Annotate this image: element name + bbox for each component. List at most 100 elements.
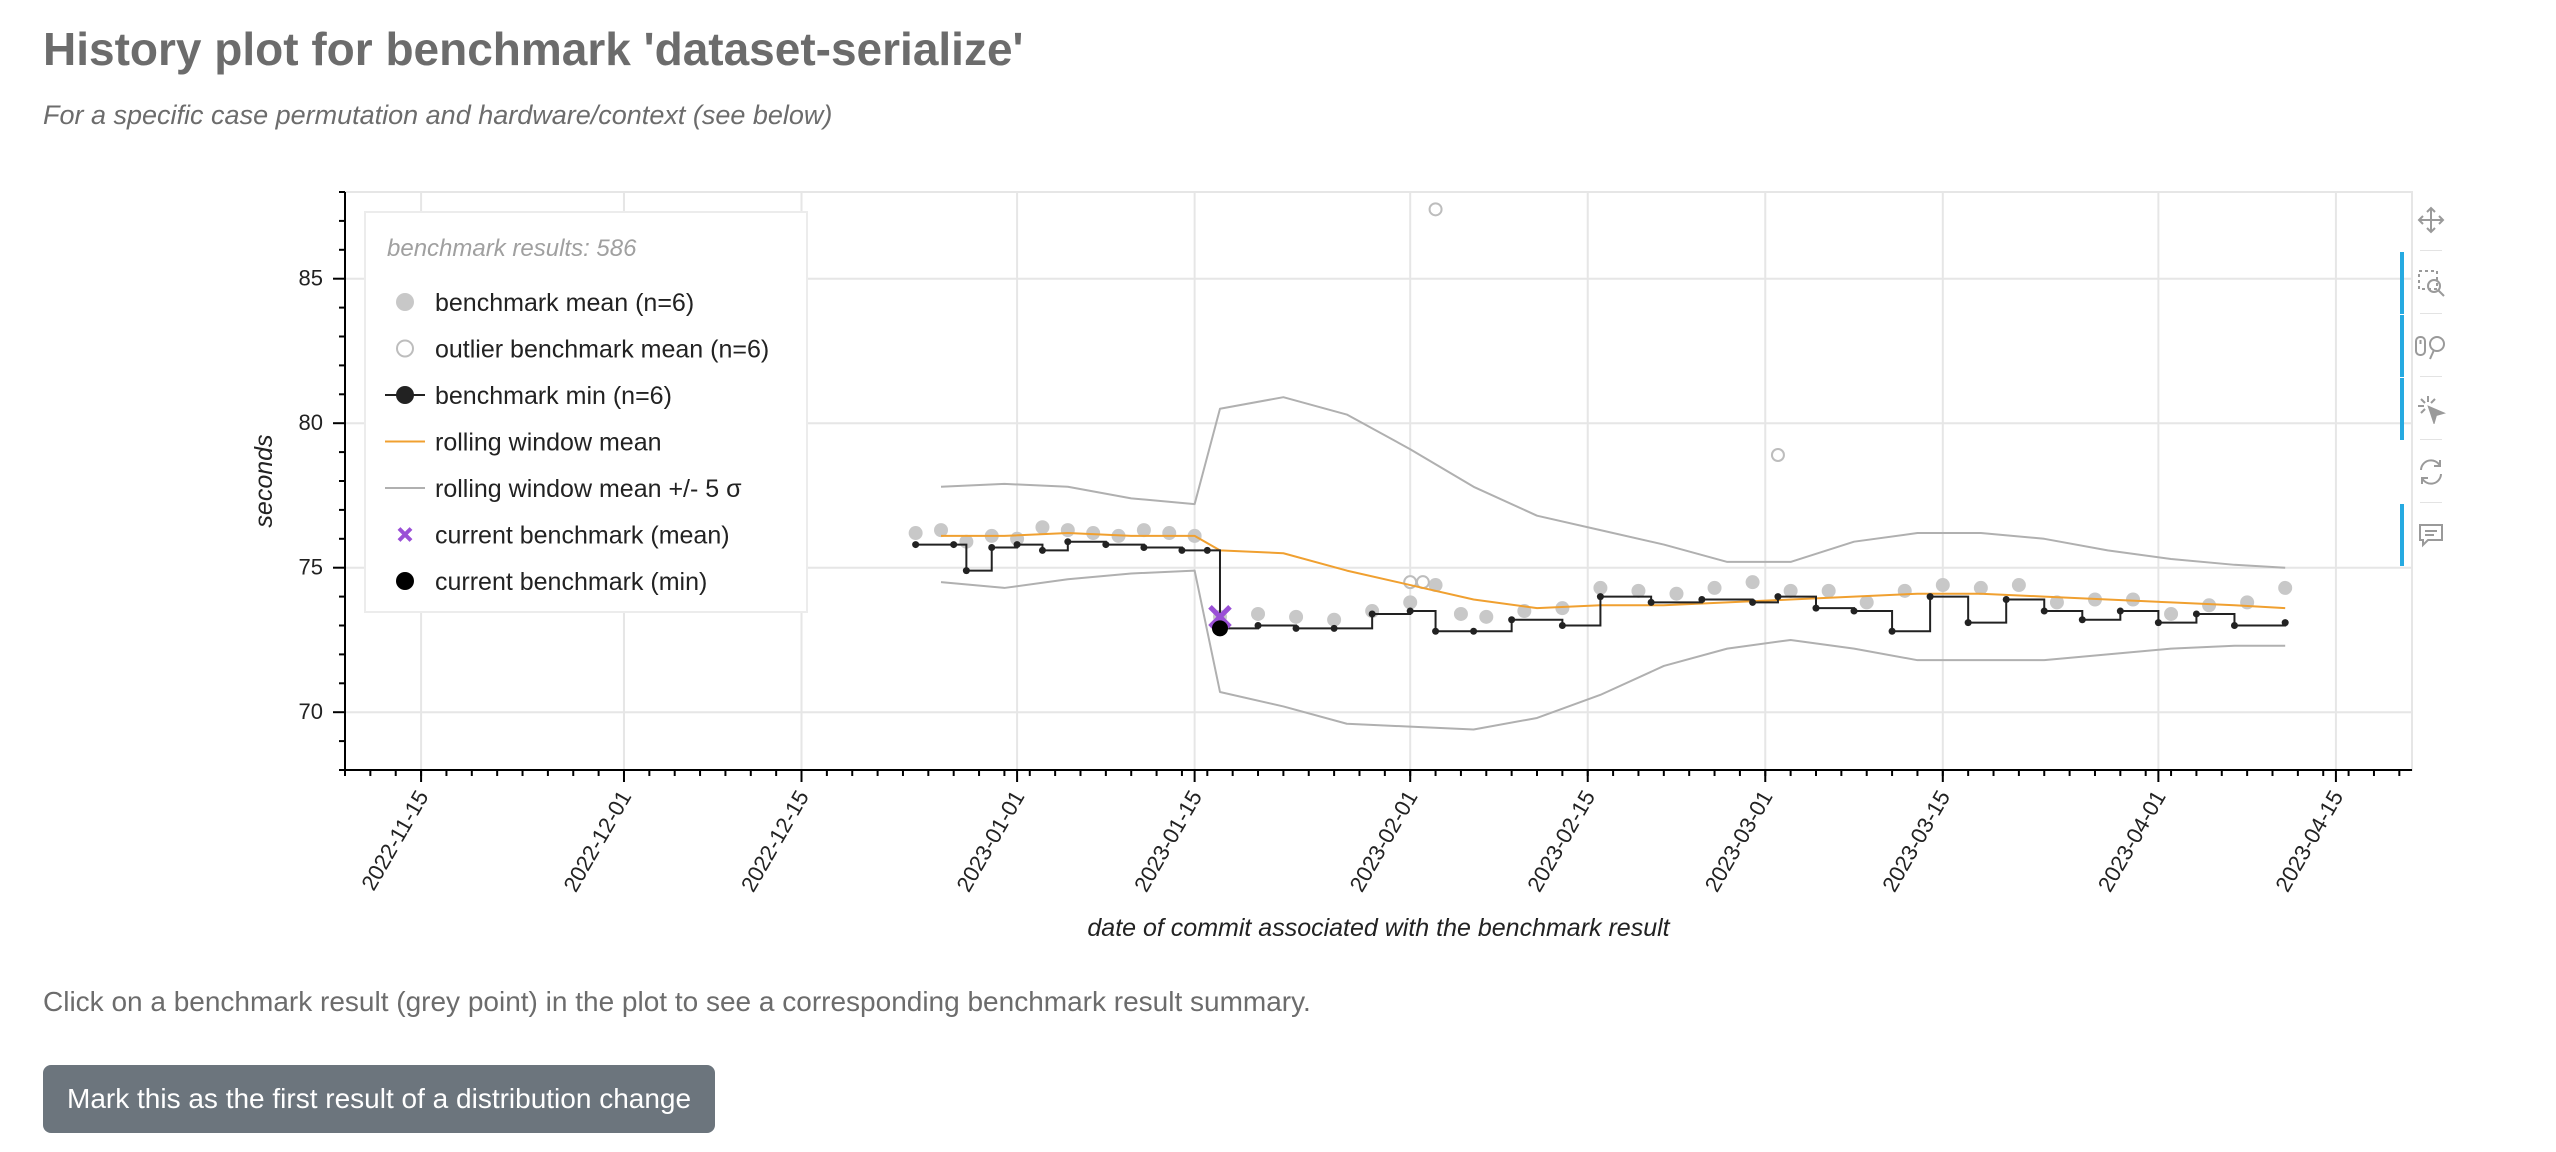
x-tick-label: 2023-01-15 — [1129, 786, 1207, 896]
tap-tool-button[interactable] — [2400, 378, 2456, 440]
x-tick-label: 2023-02-01 — [1345, 786, 1423, 896]
min-point — [1647, 598, 1655, 606]
mean-point — [2278, 580, 2293, 595]
min-point — [2230, 622, 2238, 629]
x-tick-label: 2023-03-15 — [1877, 786, 1955, 896]
reset-icon — [2420, 459, 2442, 485]
mean-point — [1631, 583, 1646, 598]
wheel-zoom-icon — [2415, 336, 2445, 360]
legend-entry-label: outlier benchmark mean (n=6) — [435, 336, 769, 364]
mean-point — [1479, 609, 1494, 624]
click-hint: Click on a benchmark result (grey point)… — [43, 986, 1311, 1017]
mean-point — [1555, 601, 1570, 616]
legend-glyph-outlier — [396, 339, 414, 358]
band-lower-line — [940, 569, 2286, 731]
reset-tool-button[interactable] — [2406, 447, 2456, 497]
current-layer — [1208, 605, 1232, 637]
legend-glyph-current-mean — [397, 527, 413, 542]
mean-point — [1593, 580, 1608, 595]
legend-entry-label: rolling window mean +/- 5 σ — [435, 475, 742, 503]
min-point — [2078, 616, 2086, 624]
pan-tool-button[interactable] — [2406, 195, 2456, 245]
mean-point — [1327, 612, 1342, 627]
mean-point — [1403, 595, 1418, 610]
legend-glyph-min-point — [396, 386, 414, 404]
legend-entry-label: current benchmark (min) — [435, 568, 707, 596]
legend-entry-label: rolling window mean — [435, 429, 662, 457]
min-point — [1812, 604, 1820, 612]
y-tick-label: 75 — [299, 555, 323, 580]
mean-point — [1136, 523, 1151, 538]
mean-point — [2164, 606, 2179, 621]
band-layer — [940, 396, 2286, 731]
min-point — [1432, 627, 1440, 635]
min-point — [2002, 595, 2010, 603]
legend-entry-label: benchmark min (n=6) — [435, 382, 672, 410]
mean-point — [1707, 580, 1722, 595]
min-point — [1102, 541, 1110, 549]
box-zoom-tool-button[interactable] — [2400, 252, 2456, 314]
min-point — [1368, 610, 1376, 618]
min-point — [1774, 593, 1782, 601]
x-tick-label: 2023-04-15 — [2270, 786, 2348, 896]
mean-point — [1859, 595, 1874, 610]
pan-icon — [2417, 206, 2445, 234]
min-point — [1558, 622, 1566, 629]
outlier-point — [1428, 202, 1443, 217]
mean-point — [1783, 583, 1798, 598]
mean-point — [1669, 586, 1684, 601]
mean-point — [2202, 598, 2217, 613]
min-point — [1064, 538, 1072, 546]
min-point — [1140, 543, 1148, 551]
mean-point — [1453, 606, 1468, 621]
outlier-layer — [1403, 202, 1785, 590]
y-axis-label: seconds — [250, 434, 278, 527]
chart-toolbar — [2400, 195, 2460, 575]
x-tick-label: 2023-03-01 — [1700, 786, 1778, 896]
min-point — [912, 541, 920, 549]
x-tick-label: 2022-11-15 — [356, 786, 433, 895]
legend[interactable]: benchmark results: 586 benchmark mean (n=… — [364, 211, 808, 613]
legend-box — [364, 211, 808, 613]
min-point — [1470, 627, 1478, 635]
page-title: History plot for benchmark 'dataset-seri… — [43, 23, 1024, 75]
wheel-zoom-tool-button[interactable] — [2400, 315, 2456, 377]
mean-point — [2126, 592, 2141, 607]
min-point — [1203, 546, 1211, 554]
box-zoom-icon — [2418, 270, 2445, 297]
mean-point — [2011, 578, 2026, 593]
hover-tool-button[interactable] — [2400, 504, 2456, 566]
mean-point — [1162, 526, 1177, 541]
history-chart[interactable]: 70 75 80 85 2022-11-15 2022-12-01 2022-12-15 20… — [0, 0, 2556, 960]
min-point — [1698, 595, 1706, 603]
min-point — [962, 567, 970, 575]
min-point — [1850, 607, 1858, 615]
min-point — [2281, 619, 2289, 627]
mean-point — [1428, 578, 1443, 593]
page-subtitle: For a specific case permutation and hard… — [43, 100, 833, 130]
tap-icon — [2418, 396, 2446, 424]
mean-point — [1897, 583, 1912, 598]
mean-point — [2240, 595, 2255, 610]
min-point — [988, 543, 996, 551]
min-point — [1596, 593, 1604, 601]
x-tick-label: 2022-12-15 — [736, 786, 814, 896]
legend-entry-label: benchmark mean (n=6) — [435, 289, 694, 317]
y-tick-label: 85 — [299, 266, 323, 291]
legend-glyph-mean — [396, 293, 414, 311]
min-point — [1964, 619, 1972, 627]
mark-distribution-change-button[interactable]: Mark this as the first result of a distr… — [43, 1065, 716, 1133]
mean-point — [1935, 578, 1950, 593]
min-point — [1292, 624, 1300, 632]
y-tick-label: 80 — [299, 410, 323, 435]
min-point — [950, 541, 958, 549]
x-tick-label: 2023-02-15 — [1522, 786, 1600, 896]
band-upper-line — [940, 396, 2286, 569]
mean-point — [1973, 580, 1988, 595]
mean-point — [2049, 595, 2064, 610]
min-point — [2040, 607, 2048, 615]
min-point — [1926, 593, 1934, 601]
min-point — [1013, 541, 1021, 549]
min-point — [2116, 607, 2124, 615]
legend-title: benchmark results: 586 — [387, 235, 637, 262]
